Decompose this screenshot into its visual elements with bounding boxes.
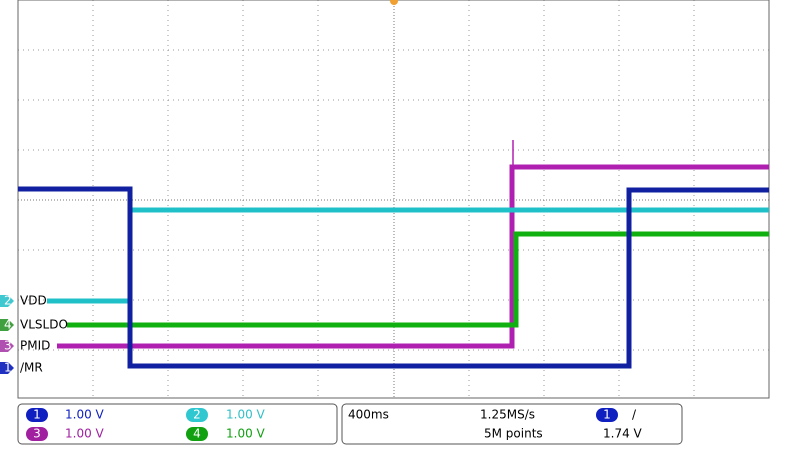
marker-number: 3	[4, 339, 12, 353]
channel-label: PMID	[20, 339, 50, 353]
channel-label: VLSLDO	[20, 318, 68, 332]
ch-number: 2	[193, 408, 201, 422]
channel-label: VDD	[20, 294, 47, 308]
trigger-slope: /	[632, 408, 637, 422]
trigger-level: 1.74 V	[603, 427, 643, 441]
ch-number: 1	[33, 408, 41, 422]
ch-number: 3	[33, 427, 41, 441]
channel-label: /MR	[20, 361, 43, 375]
ch-number: 4	[193, 427, 201, 441]
ch-scale: 1.00 V	[65, 427, 105, 441]
timebase: 400ms	[348, 408, 389, 422]
record-length: 5M points	[484, 427, 543, 441]
marker-number: 1	[4, 361, 12, 375]
ch-scale: 1.00 V	[226, 408, 266, 422]
ch-scale: 1.00 V	[65, 408, 105, 422]
trigger-channel: 1	[603, 408, 611, 422]
ch-scale: 1.00 V	[226, 427, 266, 441]
graticule	[17, 0, 770, 399]
marker-number: 4	[4, 318, 12, 332]
trace-mr	[18, 186, 769, 369]
traces	[18, 140, 769, 369]
trace-pmid	[57, 164, 769, 349]
readout-panel: 1 1.00 V 2 1.00 V 3 1.00 V 4 1.00 V 400m…	[17, 403, 683, 445]
trace-vlsldo	[67, 231, 769, 328]
channel-markers: 2 VDD 4 VLSLDO 3 PMID 1 /MR	[0, 294, 68, 375]
sample-rate: 1.25MS/s	[480, 408, 535, 422]
trigger-position	[390, 0, 398, 5]
marker-number: 2	[4, 294, 12, 308]
